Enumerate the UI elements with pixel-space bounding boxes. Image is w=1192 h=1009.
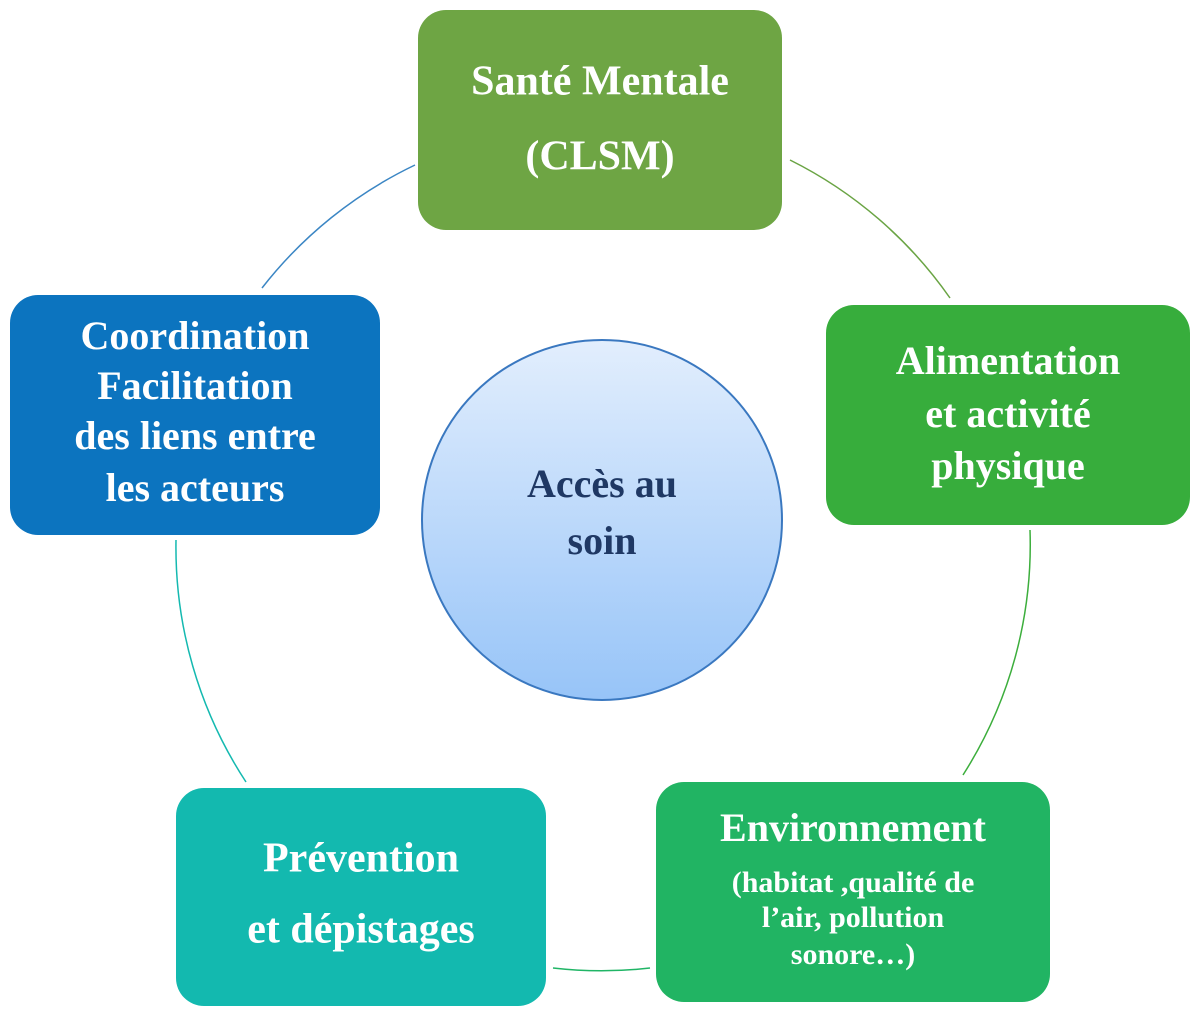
label: soin [568,518,637,563]
connector [789,159,951,299]
connector [261,164,416,289]
label: Accès au [527,461,677,506]
label: (habitat ,qualité de [732,866,975,899]
node-box [10,295,380,535]
node-box [418,10,782,230]
label: Alimentation [896,338,1120,383]
label: et activité [925,391,1090,436]
label: Santé Mentale [471,59,729,105]
node-box [176,788,546,1006]
label: sonore…) [791,938,915,971]
label: Facilitation [97,363,293,408]
label: Environnement [720,805,987,850]
node-box [656,782,1050,1002]
connector [962,529,1031,776]
label: les acteurs [106,465,285,510]
label: des liens entre [74,413,315,458]
label: l’air, pollution [762,901,945,934]
node-box [826,305,1190,525]
label: Coordination [81,313,310,358]
label: physique [931,443,1084,488]
connector [552,967,651,972]
connector [175,539,247,783]
label: (CLSM) [525,134,674,180]
center-circle [421,339,783,701]
label: et dépistages [247,907,474,953]
label: Prévention [263,836,459,882]
